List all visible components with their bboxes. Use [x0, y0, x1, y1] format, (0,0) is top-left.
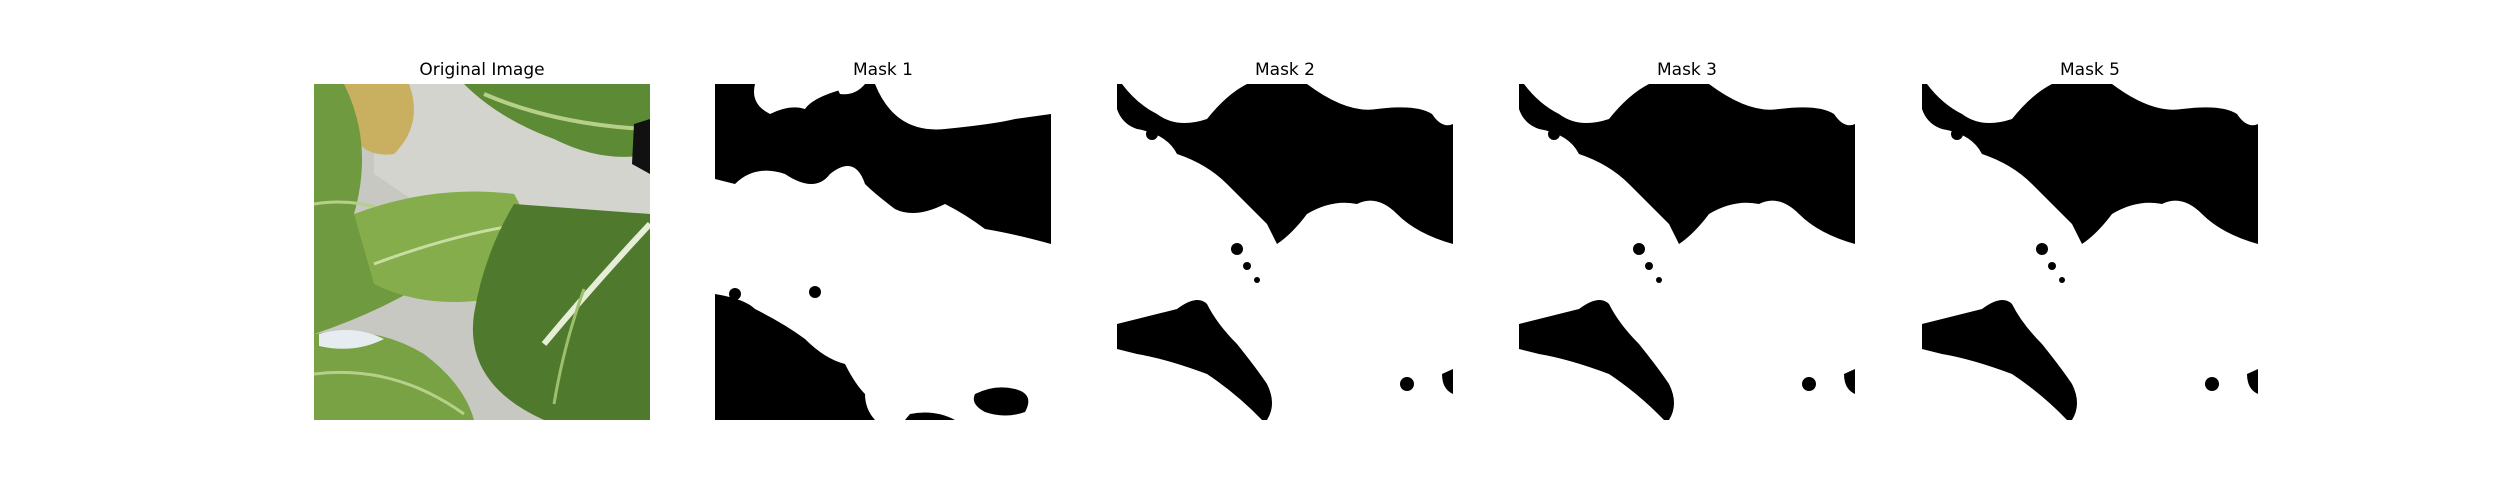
mask-3-image: [1519, 84, 1855, 420]
mask-shape: [715, 84, 1051, 420]
mask-shape: [1519, 84, 1855, 420]
mask-1-image: [715, 84, 1051, 420]
mask-shape: [1117, 84, 1453, 420]
panel-title: Mask 5: [1922, 60, 2258, 80]
panel-title: Mask 2: [1117, 60, 1453, 80]
panel-title: Mask 3: [1519, 60, 1855, 80]
panel-title: Mask 1: [715, 60, 1051, 80]
panel-title: Original Image: [314, 60, 650, 80]
leaf-photo: [314, 84, 650, 420]
mask-shape: [1922, 84, 2258, 420]
mask-5-image: [1922, 84, 2258, 420]
mask-2-image: [1117, 84, 1453, 420]
original-image: [314, 84, 650, 420]
